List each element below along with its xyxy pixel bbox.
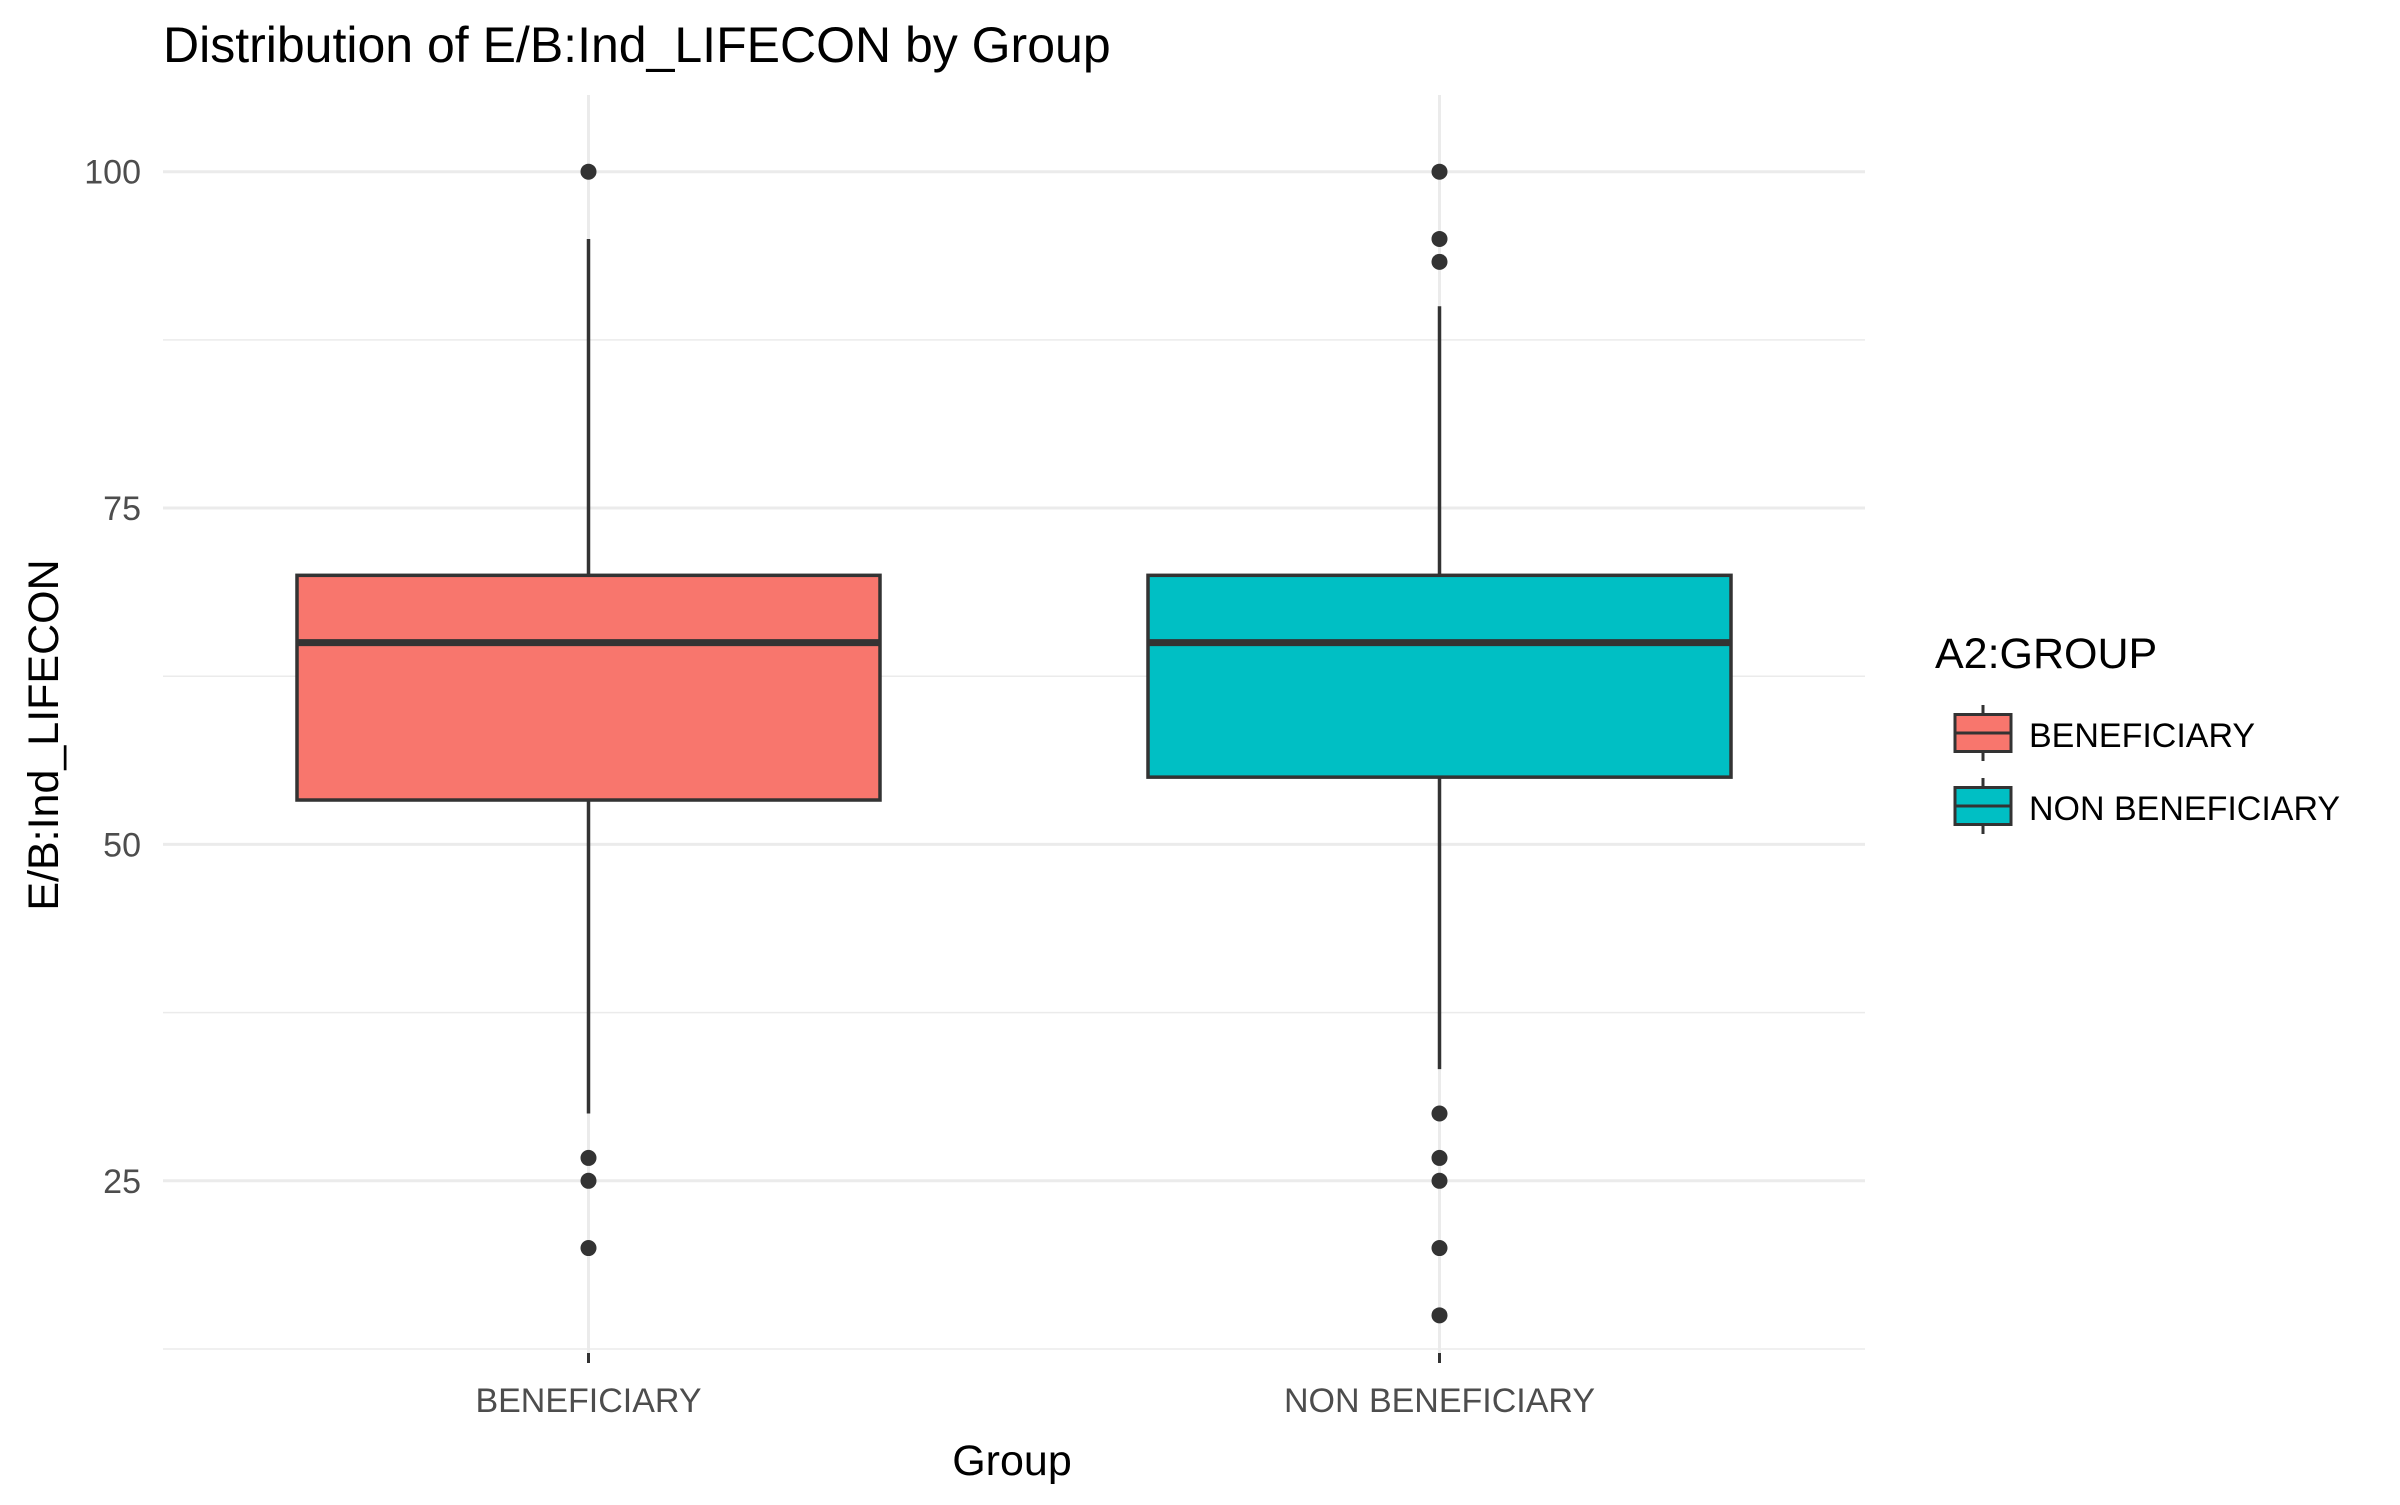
y-tick-label-50: 50	[103, 826, 141, 864]
boxplot-beneficiary	[295, 163, 882, 1257]
outlier-point-non-beneficiary-3	[1431, 1105, 1448, 1122]
axis-layer: 25 50 75 100 BENEFICIARY NON BENEFICIARY	[84, 154, 1595, 1420]
outlier-point-non-beneficiary-6	[1431, 1240, 1448, 1257]
outlier-point-non-beneficiary-7	[1431, 1307, 1448, 1324]
outlier-point-non-beneficiary-5	[1431, 1172, 1448, 1189]
y-tick-label-25: 25	[103, 1163, 141, 1201]
box-layer	[295, 163, 1733, 1324]
legend-label-non-beneficiary: NON BENEFICIARY	[2029, 790, 2340, 828]
outlier-point-non-beneficiary-4	[1431, 1149, 1448, 1166]
y-tick-label-75: 75	[103, 490, 141, 528]
legend-key-beneficiary	[1953, 705, 2013, 761]
iqr-box-non-beneficiary	[1146, 573, 1733, 779]
x-tick-label-non-beneficiary: NON BENEFICIARY	[1284, 1382, 1595, 1420]
y-tick-label-100: 100	[84, 154, 141, 192]
legend: A2:GROUP BENEFICIARY NON BENEFICIARY	[1935, 630, 2340, 834]
outlier-point-beneficiary-3	[580, 1240, 597, 1257]
iqr-box-beneficiary	[295, 573, 882, 802]
legend-label-beneficiary: BENEFICIARY	[2029, 717, 2255, 755]
outlier-point-non-beneficiary-0	[1431, 163, 1448, 180]
y-axis-title: E/B:Ind_LIFECON	[20, 559, 68, 910]
x-axis-title: Group	[952, 1437, 1072, 1485]
outlier-point-beneficiary-2	[580, 1172, 597, 1189]
outlier-point-non-beneficiary-1	[1431, 230, 1448, 247]
legend-title: A2:GROUP	[1935, 630, 2157, 678]
outlier-point-beneficiary-1	[580, 1149, 597, 1166]
x-tick-label-beneficiary: BENEFICIARY	[475, 1382, 701, 1420]
legend-keys	[1953, 705, 2013, 834]
legend-key-non-beneficiary	[1953, 778, 2013, 834]
outlier-point-beneficiary-0	[580, 163, 597, 180]
chart-title: Distribution of E/B:Ind_LIFECON by Group	[163, 17, 1111, 73]
boxplot-non-beneficiary	[1146, 163, 1733, 1324]
outlier-point-non-beneficiary-2	[1431, 253, 1448, 270]
